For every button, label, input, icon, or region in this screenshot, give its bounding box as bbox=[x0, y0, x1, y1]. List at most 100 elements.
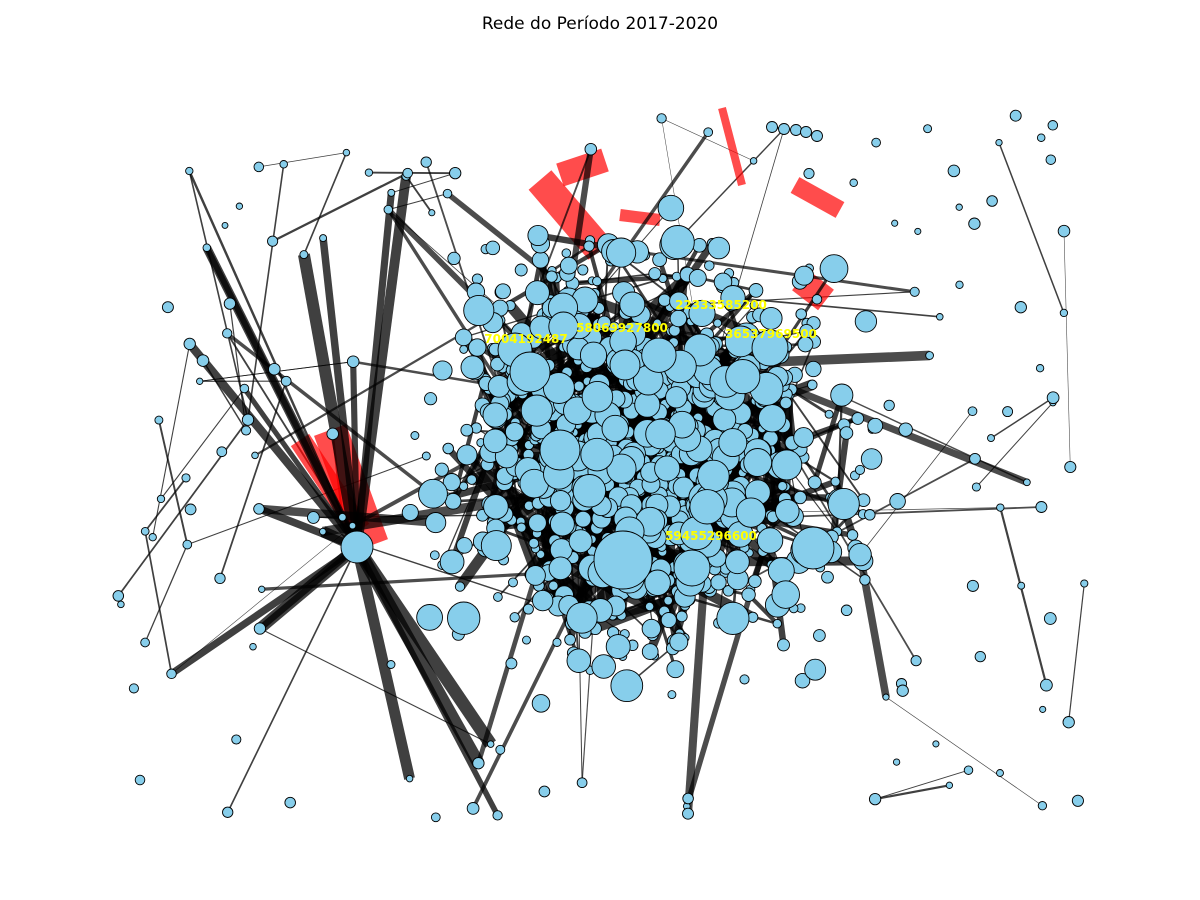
network-node bbox=[663, 595, 673, 606]
network-node bbox=[971, 482, 981, 492]
network-node bbox=[871, 137, 881, 148]
network-node bbox=[851, 412, 865, 425]
network-node bbox=[688, 299, 716, 327]
network-edge bbox=[188, 170, 249, 420]
network-node bbox=[134, 774, 146, 786]
network-edge bbox=[160, 388, 245, 500]
network-node bbox=[284, 796, 296, 809]
network-edge bbox=[351, 545, 415, 780]
network-node bbox=[741, 587, 756, 602]
network-node bbox=[532, 589, 554, 612]
network-edge bbox=[1063, 231, 1071, 468]
network-node bbox=[766, 121, 778, 133]
network-node bbox=[364, 168, 374, 177]
network-node bbox=[644, 601, 655, 612]
network-node bbox=[117, 600, 125, 609]
network-node bbox=[549, 490, 572, 512]
network-node bbox=[577, 264, 589, 276]
network-node bbox=[128, 683, 139, 694]
network-node bbox=[767, 557, 795, 585]
network-node bbox=[771, 449, 803, 481]
network-node bbox=[383, 204, 394, 215]
network-node bbox=[576, 777, 588, 789]
network-node bbox=[279, 160, 288, 169]
network-node bbox=[645, 418, 676, 450]
network-node bbox=[807, 379, 818, 391]
network-node bbox=[889, 493, 906, 510]
network-node bbox=[466, 802, 480, 815]
hub-label: 22333585200 bbox=[675, 298, 767, 312]
network-node bbox=[932, 740, 940, 748]
network-node bbox=[548, 311, 579, 342]
network-node bbox=[573, 380, 585, 392]
network-node bbox=[140, 526, 150, 536]
network-node bbox=[545, 270, 558, 283]
network-node bbox=[185, 166, 194, 176]
network-node bbox=[777, 481, 788, 492]
network-node bbox=[864, 509, 876, 521]
network-node bbox=[947, 164, 961, 178]
network-node bbox=[804, 658, 827, 681]
network-node bbox=[346, 355, 360, 368]
network-node bbox=[432, 360, 453, 381]
network-node bbox=[525, 565, 546, 586]
network-edge bbox=[476, 484, 566, 764]
network-node bbox=[253, 503, 265, 515]
network-node bbox=[707, 236, 731, 260]
network-node bbox=[656, 113, 667, 124]
network-node bbox=[520, 394, 553, 427]
network-edge bbox=[352, 175, 411, 548]
network-node bbox=[583, 240, 595, 252]
network-node bbox=[641, 337, 677, 373]
network-node bbox=[509, 612, 520, 623]
network-node bbox=[492, 810, 503, 821]
network-node bbox=[459, 344, 469, 354]
network-node bbox=[667, 690, 677, 700]
network-node bbox=[743, 448, 773, 477]
network-node bbox=[584, 142, 598, 156]
network-node bbox=[522, 603, 534, 615]
network-node bbox=[775, 498, 800, 524]
network-node bbox=[771, 580, 800, 609]
network-node bbox=[387, 188, 396, 197]
network-edge bbox=[186, 341, 361, 550]
network-node bbox=[712, 407, 737, 432]
node-layer bbox=[112, 109, 1089, 823]
network-node bbox=[568, 529, 593, 554]
network-node bbox=[184, 503, 197, 516]
network-edge bbox=[226, 546, 358, 813]
network-edge bbox=[188, 170, 359, 548]
network-edge bbox=[999, 507, 1048, 686]
network-node bbox=[848, 542, 872, 567]
network-node bbox=[673, 549, 711, 587]
network-node bbox=[447, 601, 481, 635]
network-node bbox=[675, 610, 688, 623]
network-node bbox=[326, 427, 339, 441]
network-node bbox=[591, 654, 616, 679]
network-node bbox=[460, 355, 485, 380]
network-node bbox=[606, 237, 637, 268]
network-node bbox=[882, 693, 890, 701]
network-node bbox=[241, 413, 255, 426]
network-node bbox=[813, 629, 826, 642]
network-edge bbox=[187, 455, 427, 546]
network-node bbox=[963, 765, 974, 775]
network-node bbox=[936, 313, 944, 321]
network-node bbox=[536, 549, 546, 559]
network-node bbox=[253, 622, 267, 635]
network-node bbox=[660, 225, 695, 260]
network-node bbox=[522, 635, 531, 645]
network-node bbox=[1080, 579, 1089, 588]
network-node bbox=[593, 530, 653, 590]
network-node bbox=[867, 417, 884, 434]
network-node bbox=[549, 511, 575, 537]
network-node bbox=[566, 602, 598, 634]
network-node bbox=[648, 267, 662, 281]
network-node bbox=[839, 426, 854, 440]
network-node bbox=[196, 377, 204, 385]
network-node bbox=[830, 383, 854, 407]
network-node bbox=[609, 349, 641, 381]
network-node bbox=[214, 572, 226, 585]
network-node bbox=[749, 157, 758, 165]
network-node bbox=[641, 618, 662, 639]
